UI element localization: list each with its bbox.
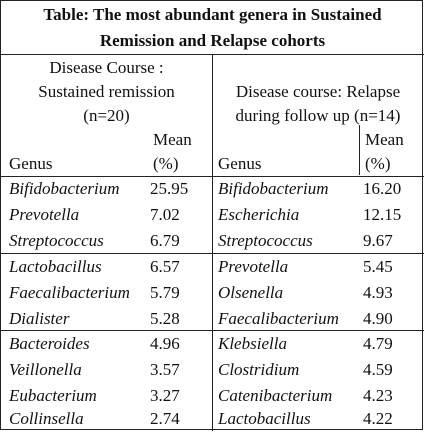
- mean-header-divider: [359, 125, 360, 175]
- right-row-1-genus: Bifidobacterium: [218, 179, 329, 198]
- right-row-3-mean: 9.67: [363, 231, 393, 250]
- right-row-1-mean: 16.20: [363, 179, 402, 198]
- left-course-line-2: Sustained remission: [38, 82, 175, 101]
- left-row-3-mean: 6.79: [150, 231, 180, 250]
- right-header-rule: [212, 176, 424, 177]
- right-row-9-mean: 4.23: [363, 386, 393, 405]
- right-row-7-mean: 4.79: [363, 334, 393, 353]
- right-row-6-mean: 4.90: [363, 309, 393, 328]
- left-row-8-mean: 3.57: [150, 360, 180, 379]
- right-mean-header-line-2: (%): [365, 154, 391, 173]
- left-row-9-genus: Eubacterium: [9, 386, 97, 405]
- group-divider-1: [1, 253, 424, 254]
- right-row-5-genus: Olsenella: [218, 283, 284, 302]
- left-row-5-genus: Faecalibacterium: [9, 283, 130, 302]
- right-course-line-1: Disease course: Relapse: [235, 82, 401, 101]
- table-title-line-2: Remission and Relapse cohorts: [99, 31, 326, 50]
- group-divider-2: [1, 330, 424, 331]
- left-course-line-3: (n=20): [83, 106, 130, 125]
- left-row-2-mean: 7.02: [150, 205, 180, 224]
- left-header-rule: [1, 176, 212, 177]
- right-row-8-mean: 4.59: [363, 360, 393, 379]
- cohort-column-divider: [212, 54, 213, 431]
- left-row-1-mean: 25.95: [150, 179, 189, 198]
- right-genus-header: Genus: [218, 154, 262, 173]
- left-mean-header-line-1: Mean: [153, 130, 192, 149]
- left-row-2-genus: Prevotella: [9, 205, 80, 224]
- right-row-10-genus: Lactobacillus: [218, 409, 311, 428]
- right-row-10-mean: 4.22: [363, 409, 393, 428]
- right-mean-header-line-1: Mean: [365, 130, 404, 149]
- left-row-9-mean: 3.27: [150, 386, 180, 405]
- left-row-3-genus: Streptococcus: [9, 231, 104, 250]
- left-course-line-1: Disease Course :: [49, 58, 164, 77]
- right-row-7-genus: Klebsiella: [218, 334, 287, 353]
- right-row-2-genus: Escherichia: [218, 205, 300, 224]
- right-row-6-genus: Faecalibacterium: [218, 309, 339, 328]
- right-row-8-genus: Clostridium: [218, 360, 300, 379]
- right-row-4-mean: 5.45: [363, 257, 393, 276]
- left-row-7-genus: Bacteroides: [9, 334, 90, 353]
- left-row-5-mean: 5.79: [150, 283, 180, 302]
- left-row-8-genus: Veillonella: [9, 360, 82, 379]
- left-row-4-mean: 6.57: [150, 257, 180, 276]
- right-row-5-mean: 4.93: [363, 283, 393, 302]
- right-row-9-genus: Catenibacterium: [218, 386, 333, 405]
- left-row-7-mean: 4.96: [150, 334, 180, 353]
- left-row-10-genus: Collinsella: [9, 409, 84, 428]
- left-mean-header-line-2: (%): [153, 154, 179, 173]
- right-row-2-mean: 12.15: [363, 205, 402, 224]
- left-row-6-mean: 5.28: [150, 309, 180, 328]
- table-title: Table: The most abundant genera in Susta…: [1, 2, 424, 54]
- table-title-line-1: Table: The most abundant genera in Susta…: [43, 5, 382, 24]
- left-row-6-genus: Dialister: [9, 309, 70, 328]
- right-row-3-genus: Streptococcus: [218, 231, 313, 250]
- left-row-4-genus: Lactobacillus: [9, 257, 102, 276]
- left-row-10-mean: 2.74: [150, 409, 180, 428]
- left-row-1-genus: Bifidobacterium: [9, 179, 120, 198]
- right-row-4-genus: Prevotella: [218, 257, 289, 276]
- left-genus-header: Genus: [9, 154, 53, 173]
- right-course-line-2: during follow up (n=14): [235, 106, 401, 125]
